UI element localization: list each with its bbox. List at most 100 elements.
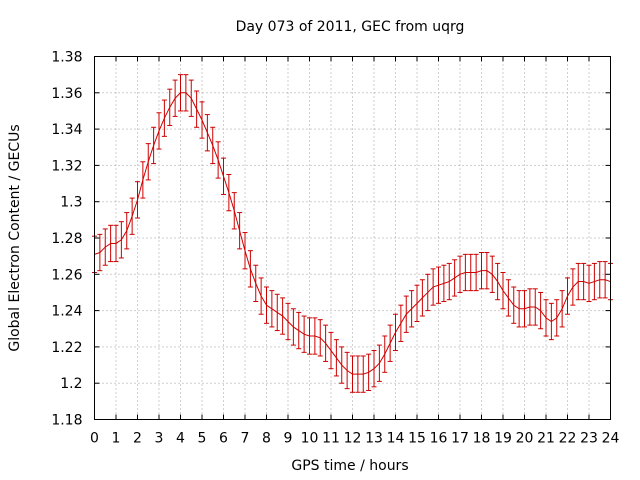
y-tick-label: 1.38: [51, 50, 82, 66]
data-point-errorbar: [118, 221, 124, 259]
plot-frame: [94, 56, 611, 420]
data-point-errorbar: [554, 299, 560, 337]
x-tick-label: 1: [112, 431, 121, 447]
x-tick-label: 15: [408, 431, 426, 447]
data-point-errorbar: [570, 268, 576, 306]
data-point-errorbar: [473, 253, 479, 292]
data-point-errorbar: [489, 255, 495, 293]
data-point-errorbar: [188, 79, 194, 117]
x-tick-label: 20: [516, 431, 534, 447]
data-point-errorbar: [333, 339, 339, 377]
x-tick-label: 0: [90, 431, 99, 447]
x-tick-label: 2: [133, 431, 142, 447]
x-tick-label: 13: [365, 431, 383, 447]
x-tick-label: 9: [284, 431, 293, 447]
data-point-errorbar: [543, 299, 549, 337]
data-point-errorbar: [522, 290, 527, 328]
data-point-errorbar: [323, 324, 329, 362]
data-point-errorbar: [215, 141, 221, 179]
data-point-errorbar: [597, 261, 603, 299]
x-tick-label: 12: [344, 431, 362, 447]
data-point-errorbar: [237, 212, 243, 250]
x-tick-label: 7: [241, 431, 250, 447]
data-point-errorbar: [548, 302, 554, 341]
data-point-errorbar: [247, 250, 253, 288]
x-tick-label: 21: [537, 431, 555, 447]
x-tick-label: 19: [494, 431, 512, 447]
data-point-errorbar: [161, 99, 167, 137]
x-tick-label: 17: [451, 431, 469, 447]
data-point-errorbar: [145, 143, 151, 181]
data-point-errorbar: [226, 173, 232, 212]
data-point-errorbar: [371, 350, 377, 388]
y-tick-label: 1.34: [51, 122, 82, 138]
data-point-errorbar: [495, 262, 501, 301]
data-point-errorbar: [290, 308, 296, 346]
data-point-errorbar: [307, 317, 312, 355]
data-point-errorbar: [446, 262, 452, 301]
data-point-errorbar: [591, 262, 597, 301]
data-point-errorbar: [129, 197, 135, 235]
data-point-errorbar: [274, 293, 280, 332]
data-point-errorbar: [565, 277, 570, 315]
data-point-errorbar: [124, 212, 130, 250]
x-tick-label: 10: [301, 431, 319, 447]
x-tick-label: 4: [176, 431, 185, 447]
data-point-errorbar: [376, 344, 382, 382]
y-axis-label: Global Electron Content / GECUs: [7, 124, 23, 351]
data-point-errorbar: [339, 346, 345, 384]
data-point-errorbar: [221, 157, 226, 195]
data-point-errorbar: [409, 290, 415, 328]
data-point-errorbar: [97, 233, 103, 272]
data-point-errorbar: [204, 114, 210, 152]
x-tick-label: 18: [473, 431, 491, 447]
data-point-errorbar: [194, 90, 200, 128]
x-axis-label: GPS time / hours: [291, 458, 408, 474]
data-point-errorbar: [441, 264, 447, 303]
data-point-errorbar: [350, 355, 355, 393]
x-tick-labels: 0 1 2 3 4 5 6 7 8 9 10 11 12 13 14 15 16 17 18 19 20 21 22 23 24: [90, 431, 619, 447]
x-tick-label: 5: [198, 431, 207, 447]
data-point-errorbar: [242, 232, 248, 270]
data-point-errorbar: [484, 252, 490, 290]
y-tick-label: 1.3: [60, 195, 82, 211]
data-point-errorbar: [532, 288, 538, 326]
data-point-errorbar: [344, 351, 350, 390]
data-point-errorbar: [430, 268, 436, 306]
data-point-errorbar: [425, 273, 431, 312]
y-tick-label: 1.22: [51, 340, 82, 356]
data-point-errorbar: [210, 126, 216, 165]
data-point-errorbar: [479, 252, 484, 290]
data-point-errorbar: [264, 286, 269, 324]
data-point-errorbar: [500, 271, 506, 310]
data-point-errorbar: [457, 255, 463, 293]
data-point-errorbar: [527, 288, 533, 326]
data-point-errorbar: [436, 266, 441, 304]
y-tick-label: 1.26: [51, 267, 82, 283]
x-tick-label: 24: [602, 431, 620, 447]
data-point-errorbar: [317, 319, 323, 357]
data-point-errorbar: [355, 355, 361, 393]
data-point-errorbar: [178, 74, 183, 112]
x-tick-label: 23: [580, 431, 598, 447]
data-point-errorbar: [516, 290, 522, 328]
data-point-errorbar: [108, 224, 114, 263]
data-point-errorbar: [301, 315, 307, 353]
x-tick-label: 3: [155, 431, 164, 447]
data-point-errorbar: [253, 264, 259, 303]
series-group: [92, 74, 613, 393]
y-tick-label: 1.36: [51, 86, 82, 102]
data-point-errorbar: [382, 335, 388, 373]
data-point-errorbar: [462, 253, 468, 292]
x-tick-label: 11: [322, 431, 340, 447]
data-point-errorbar: [231, 192, 237, 230]
x-tick-label: 22: [559, 431, 577, 447]
data-point-errorbar: [387, 324, 393, 362]
data-point-errorbar: [414, 284, 420, 322]
data-point-errorbar: [575, 262, 581, 301]
data-point-errorbar: [505, 279, 511, 317]
data-point-errorbar: [102, 228, 108, 266]
chart-title: Day 073 of 2011, GEC from uqrg: [236, 19, 465, 35]
data-point-errorbar: [419, 279, 425, 317]
grid: [94, 56, 611, 420]
